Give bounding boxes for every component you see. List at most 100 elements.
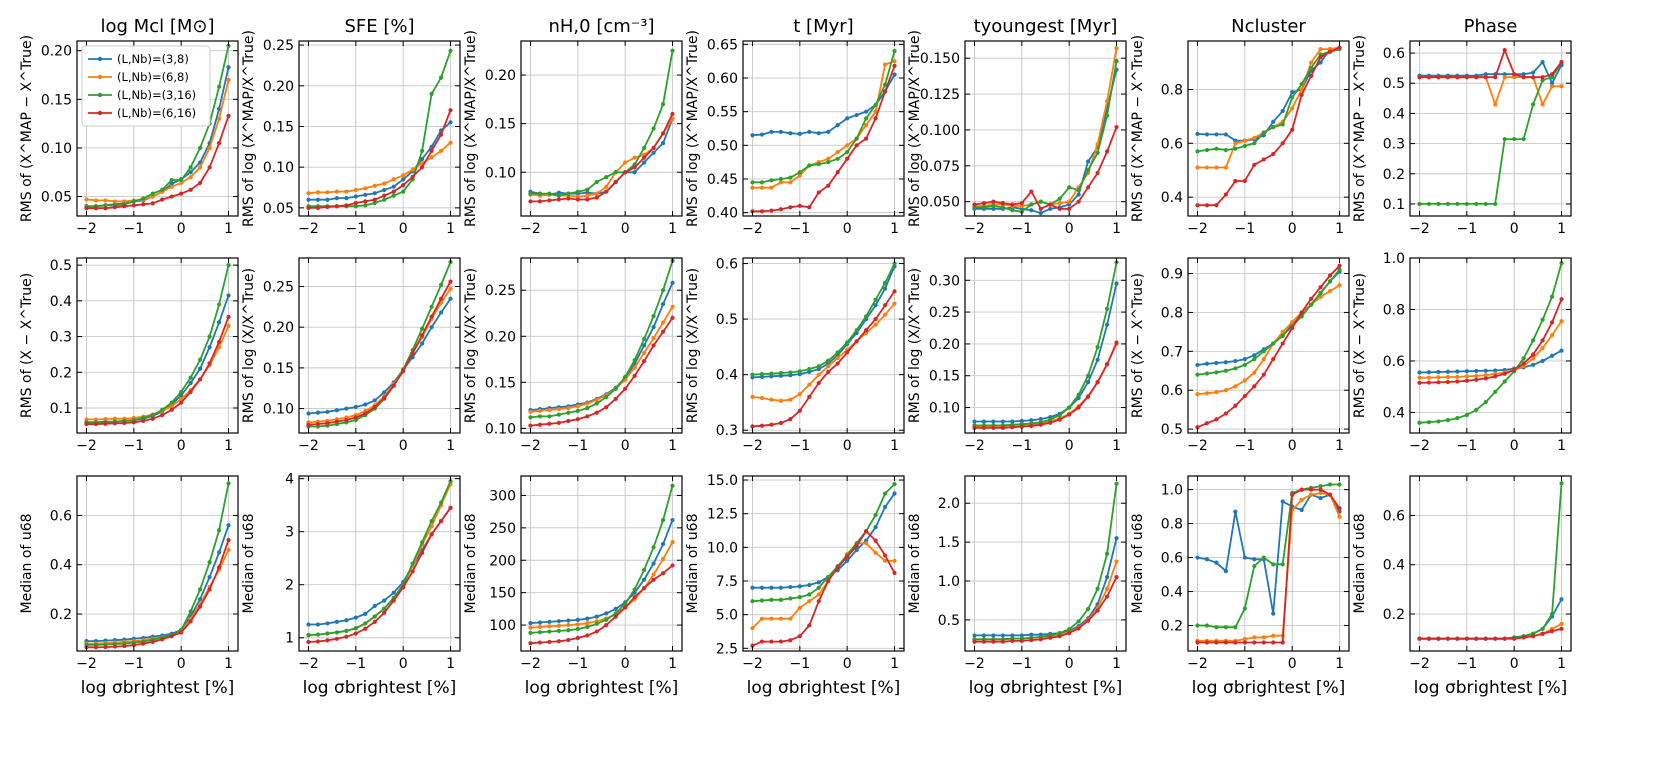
data-point-D xyxy=(864,136,869,141)
data-point-C xyxy=(160,187,165,192)
axes-frame xyxy=(1187,40,1350,217)
x-tick-label: −2 xyxy=(298,656,319,672)
x-tick-label: 1 xyxy=(1112,438,1121,454)
y-tick-label: 0.10 xyxy=(41,141,72,157)
x-tick-label: 1 xyxy=(1335,221,1344,237)
data-point-C xyxy=(1214,625,1219,630)
data-point-C xyxy=(537,630,543,635)
data-point-D xyxy=(604,405,609,410)
data-point-C xyxy=(816,364,821,369)
data-point-C xyxy=(1436,201,1441,207)
data-point-A xyxy=(1223,132,1228,137)
y-axis-label: RMS of (X^MAP − X^True) xyxy=(1130,35,1146,222)
data-point-B xyxy=(528,625,533,630)
data-point-D xyxy=(1337,506,1342,511)
panel-r0-c3: −2 −1 0 1 0.40 0.45 0.50 0.55 0.60 0.65 RMS of log… xyxy=(685,30,905,237)
data-point-C xyxy=(873,102,878,108)
data-point-A xyxy=(372,398,377,403)
data-point-B xyxy=(750,394,755,399)
y-tick-label: 1 xyxy=(285,631,294,647)
data-point-D xyxy=(1299,310,1304,315)
data-point-D xyxy=(315,205,321,210)
x-tick-label: 0 xyxy=(399,438,408,454)
data-point-D xyxy=(429,532,434,537)
data-point-D xyxy=(1057,206,1062,211)
data-point-C xyxy=(892,48,897,54)
data-point-A xyxy=(1549,81,1555,86)
y-axis-label: Median of u68 xyxy=(685,513,701,613)
panel-r0-c2: −2 −1 0 1 0.10 0.15 0.20 RMS of log (X^MAP/X^Tr… xyxy=(463,30,683,237)
data-point-B xyxy=(537,624,543,630)
data-point-B xyxy=(1502,75,1507,80)
data-point-D xyxy=(556,639,561,644)
data-point-C xyxy=(429,304,434,309)
data-point-B xyxy=(845,143,850,148)
x-axis-label: log σbrightest [%] xyxy=(303,678,457,698)
axes-frame xyxy=(742,257,905,434)
axes-frame xyxy=(520,475,683,652)
data-point-C xyxy=(1095,586,1100,591)
data-point-A xyxy=(660,301,666,307)
column-title-5: Ncluster xyxy=(1231,16,1306,37)
data-point-D xyxy=(1029,638,1034,643)
data-point-C xyxy=(382,197,387,202)
data-point-D xyxy=(150,201,155,206)
data-point-D xyxy=(1214,203,1219,208)
data-point-C xyxy=(410,561,415,566)
data-point-D xyxy=(93,421,99,427)
data-point-D xyxy=(198,377,203,382)
data-point-B xyxy=(226,547,231,553)
data-point-D xyxy=(188,187,193,192)
data-point-C xyxy=(575,408,580,413)
data-point-D xyxy=(1038,206,1043,211)
data-point-B xyxy=(353,187,358,193)
data-point-D xyxy=(816,599,821,604)
data-point-D xyxy=(306,639,311,645)
panel-r1-c5: −2 −1 0 1 0.5 0.6 0.7 0.8 0.9 RMS of (X − X^True) xyxy=(1130,257,1350,454)
data-point-D xyxy=(1195,640,1200,645)
y-tick-label: 0.6 xyxy=(1161,383,1183,399)
y-axis-label: RMS of (X^MAP − X^True) xyxy=(1352,35,1368,222)
data-point-D xyxy=(632,595,637,600)
data-point-D xyxy=(1445,379,1450,385)
data-point-A xyxy=(778,585,783,590)
x-tick-label: 0 xyxy=(1065,438,1074,454)
data-point-D xyxy=(1214,417,1219,422)
data-point-D xyxy=(1204,640,1210,645)
data-point-D xyxy=(1067,412,1072,417)
data-point-A xyxy=(1483,72,1488,77)
data-point-B xyxy=(198,165,203,170)
panel-r2-c4: −2 −1 0 1 0.5 1.0 1.5 2.0 Median of u68 log σbrig… xyxy=(907,475,1127,698)
data-point-D xyxy=(769,639,774,644)
data-point-C xyxy=(141,196,146,201)
data-point-B xyxy=(1067,199,1072,204)
data-point-C xyxy=(1540,78,1545,83)
data-point-C xyxy=(1426,420,1432,425)
data-point-A xyxy=(1000,633,1005,638)
data-point-D xyxy=(1204,421,1210,426)
data-point-A xyxy=(188,380,193,386)
series-line-C xyxy=(86,264,230,424)
y-tick-label: 0.4 xyxy=(1383,405,1405,421)
data-point-C xyxy=(226,481,231,486)
data-point-D xyxy=(1445,75,1450,80)
data-point-B xyxy=(1327,288,1333,294)
data-point-A xyxy=(556,190,561,195)
x-tick-label: −2 xyxy=(76,656,97,672)
data-point-B xyxy=(112,199,117,204)
data-point-A xyxy=(991,633,996,638)
data-point-C xyxy=(788,175,793,180)
data-point-A xyxy=(854,112,859,118)
data-point-D xyxy=(1309,296,1314,301)
data-point-A xyxy=(670,517,675,523)
data-point-D xyxy=(1290,325,1295,331)
data-point-C xyxy=(207,560,212,565)
data-point-D xyxy=(1318,285,1323,290)
data-point-A xyxy=(651,324,656,330)
y-tick-label: 0.05 xyxy=(263,201,294,217)
y-axis-label: RMS of log (X/X^True) xyxy=(685,268,701,423)
data-point-C xyxy=(1483,201,1488,207)
data-point-B xyxy=(556,406,561,412)
data-point-D xyxy=(556,197,561,202)
data-point-A xyxy=(216,106,222,112)
